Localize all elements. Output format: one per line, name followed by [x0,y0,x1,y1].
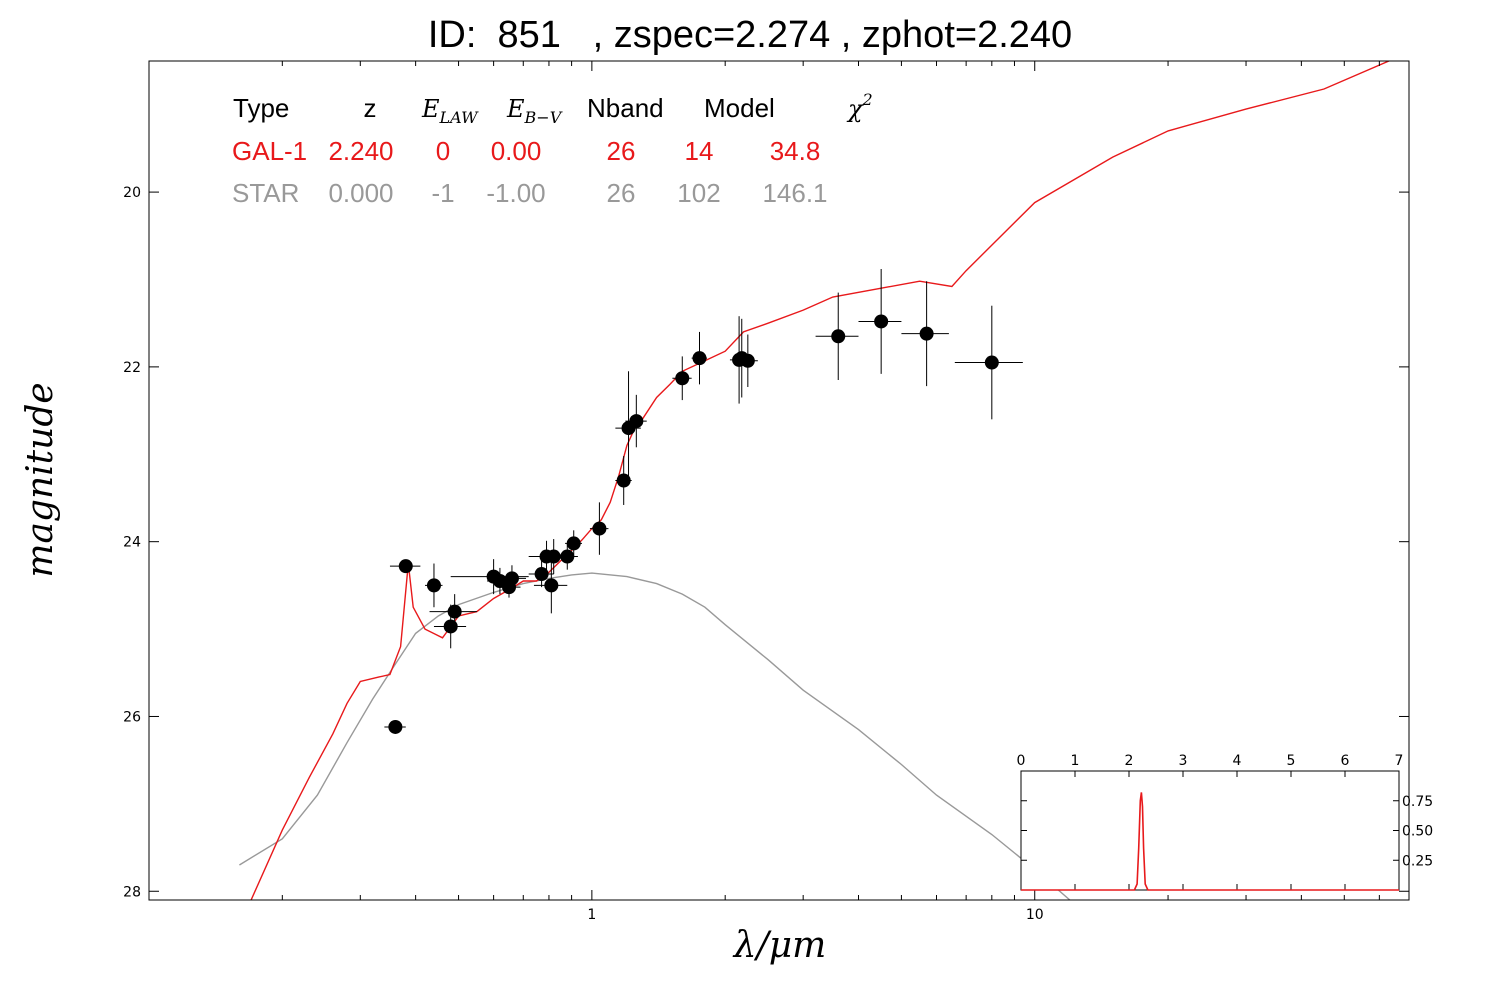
data-marker [398,559,413,574]
data-marker [443,619,458,634]
photometry-point [565,530,583,557]
legend-cell: 2.240 [328,136,393,166]
photometry-point [528,560,554,588]
legend-cell: STAR [232,178,299,208]
legend-cell: -1.00 [486,178,545,208]
data-marker [504,571,519,586]
photometry-point [384,719,406,734]
legend-cell: 26 [607,136,636,166]
legend-header: Type [233,93,289,123]
data-marker [831,329,846,344]
photometry-point [589,502,609,555]
legend-header-subscript: B−V [524,108,563,127]
legend-header: χ2 [846,90,873,123]
inset-x-tick-label: 5 [1287,753,1296,769]
legend-cell: 102 [677,178,720,208]
legend-header: Nband [587,93,664,123]
photometry-point [737,334,758,387]
inset-x-tick-label: 3 [1179,753,1188,769]
y-axis-label: magnitude [20,382,61,577]
legend-header-superscript: 2 [862,90,873,109]
pdz-curve [1021,792,1399,891]
data-marker [560,549,575,564]
photometry-point [901,281,949,387]
data-marker [675,371,690,386]
pdz-inset: 0 1 2 3 4 5 6 7 0.25 0.50 0.75 [1017,753,1433,891]
legend-table: Type z ELAW EB−V Nband Model χ2 GAL-1 2.240 0 0.00… [232,90,873,208]
data-marker [546,549,561,564]
plot-frame [148,60,1410,901]
inset-y-tick-label: 0.75 [1402,794,1433,810]
legend-header-subscript: LAW [439,108,480,127]
y-tick-label: 24 [123,535,141,551]
photometry-point [389,559,421,574]
photometry-point [954,305,1023,420]
legend-cell: GAL-1 [232,136,307,166]
inset-y-tick-label: 0.50 [1402,824,1433,840]
data-marker [447,604,462,619]
data-marker [544,578,559,593]
legend-cell: 26 [607,178,636,208]
inset-x-tick-label: 6 [1341,753,1350,769]
star-model-curve [239,572,1071,900]
data-marker [566,536,581,551]
photometry-point [556,543,578,570]
legend-cell: 146.1 [762,178,827,208]
galaxy-model-layer [250,61,1391,900]
data-marker [692,351,707,366]
photometry-point [615,456,632,505]
legend-cell: 0.00 [491,136,542,166]
chart-title: ID: 851 , zspec=2.274 , zphot=2.240 [427,14,1073,56]
x-tick-label: 10 [1026,907,1044,923]
y-tick-label: 28 [123,884,141,900]
inset-x-tick-label: 0 [1017,753,1026,769]
photometry-point [625,394,647,448]
inset-frame [1020,770,1400,891]
photometry-point [815,292,859,380]
y-tick-label: 26 [123,709,141,725]
data-marker [534,567,549,582]
legend-cell: -1 [431,178,454,208]
star-model-layer [239,572,1071,900]
legend-header: Model [704,93,775,123]
inset-x-tick-label: 1 [1071,753,1080,769]
photometry-point [672,356,692,401]
legend-header: ELAW [421,95,479,127]
data-marker [426,578,441,593]
photometry-points-layer [384,269,1023,734]
legend-header: EB−V [506,95,563,127]
data-marker [388,719,403,734]
inset-x-tick-label: 4 [1233,753,1242,769]
legend-cell: 34.8 [770,136,821,166]
y-tick-label: 20 [123,185,141,201]
data-marker [874,314,889,329]
data-marker [592,521,607,536]
data-marker [984,355,999,370]
x-axis-label: λ/μm [732,925,826,966]
photometry-point [496,565,526,592]
legend-cell: 14 [685,136,714,166]
inset-x-tick-label: 2 [1125,753,1134,769]
data-marker [740,353,755,368]
photometry-point [429,594,477,630]
photometry-point [691,331,708,385]
inset-x-tick-label: 7 [1395,753,1404,769]
legend-cell: 0 [436,136,450,166]
photometry-point [425,563,443,608]
data-marker [629,414,644,429]
legend-cell: 0.000 [328,178,393,208]
photometry-point [858,269,902,374]
photometry-point [533,557,568,614]
data-marker [919,326,934,341]
photometry-point [615,371,641,485]
inset-y-tick-label: 0.25 [1402,853,1433,869]
legend-header: z [364,93,377,123]
x-tick-label: 1 [587,907,596,923]
data-marker [616,473,631,488]
y-tick-label: 22 [123,360,141,376]
galaxy-model-curve [250,61,1391,900]
